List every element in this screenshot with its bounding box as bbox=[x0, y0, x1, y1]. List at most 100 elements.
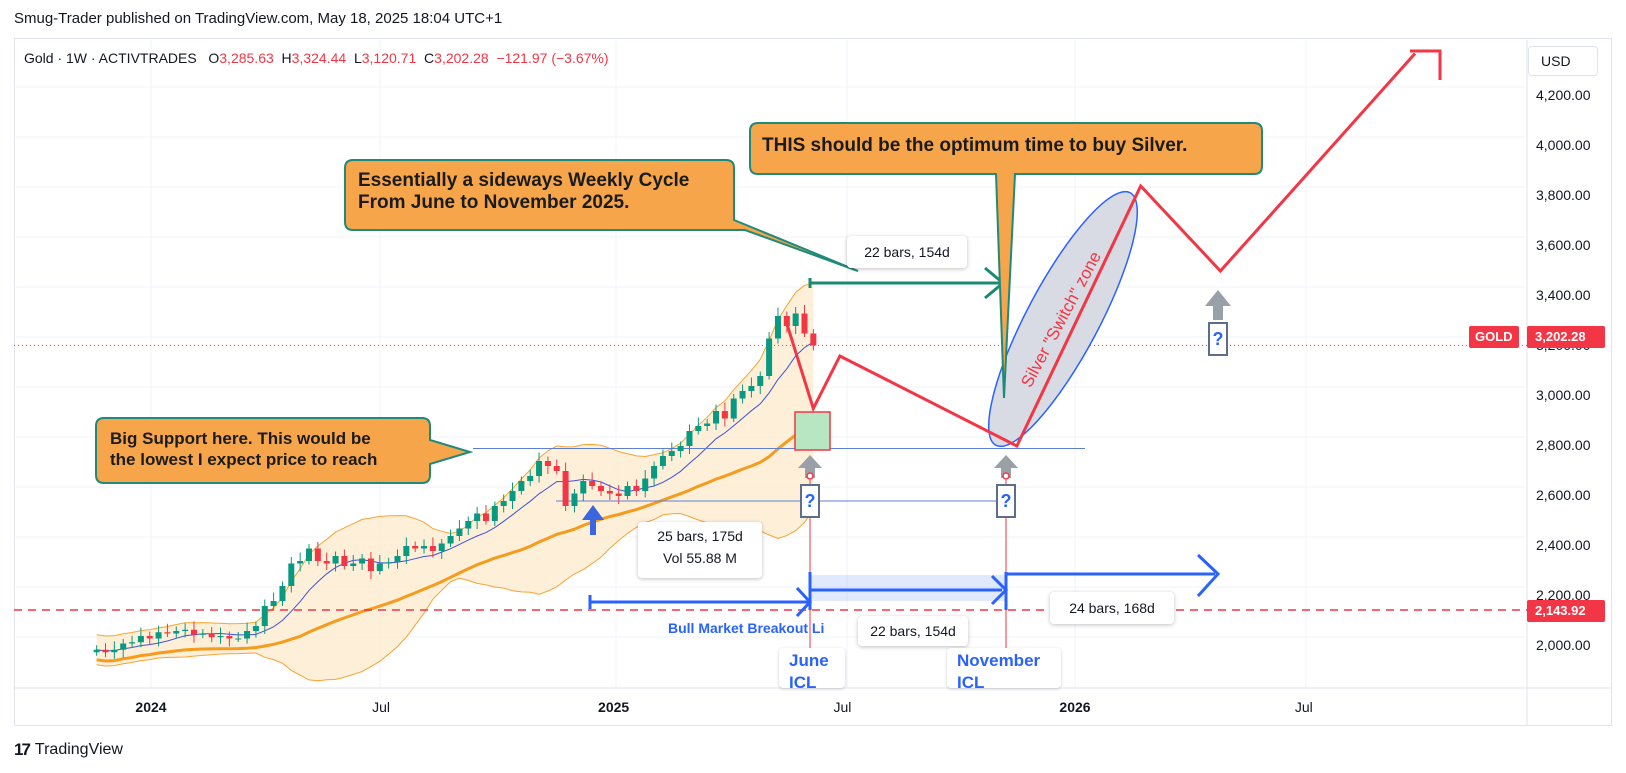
candle-body bbox=[385, 562, 392, 564]
sideways-callout-line2: From June to November 2025. bbox=[358, 192, 630, 213]
symbol-legend: Gold · 1W · ACTIVTRADES O3,285.63 H3,324… bbox=[24, 50, 609, 66]
candle-body bbox=[182, 629, 189, 631]
price-tick-label: 4,000.00 bbox=[1536, 137, 1591, 153]
moving-average-slow bbox=[96, 421, 815, 663]
candle-body bbox=[129, 642, 136, 644]
candle-body bbox=[748, 386, 755, 391]
candle-body bbox=[482, 513, 489, 521]
candle-body bbox=[536, 461, 543, 476]
candle-body bbox=[120, 643, 127, 650]
candle-body bbox=[686, 431, 693, 446]
time-tick-label: Jul bbox=[1294, 699, 1313, 715]
candle-body bbox=[323, 561, 330, 564]
candle-body bbox=[199, 633, 206, 635]
projection-arrowhead bbox=[1410, 49, 1442, 80]
candle-body bbox=[190, 629, 197, 635]
candle-body bbox=[704, 423, 711, 426]
time-tick-label: Jul bbox=[833, 699, 852, 715]
future-up-arrow-icon bbox=[1205, 290, 1231, 320]
silver-switch-zone bbox=[987, 190, 1139, 448]
november-up-arrow-icon bbox=[994, 455, 1018, 478]
candle-body bbox=[226, 636, 233, 639]
chart-frame bbox=[14, 38, 1612, 726]
candle-body bbox=[314, 548, 321, 561]
candle-body bbox=[155, 632, 162, 639]
price-tick-label: 2,000.00 bbox=[1536, 637, 1591, 653]
candle-body bbox=[615, 493, 622, 496]
candle-body bbox=[261, 606, 268, 626]
tradingview-logo-icon: 17 bbox=[14, 740, 31, 759]
price-tick-label: 2,200.00 bbox=[1536, 587, 1591, 603]
november-icl-label: November ICL bbox=[947, 648, 1061, 688]
low-value: 3,120.71 bbox=[361, 50, 417, 66]
candle-body bbox=[695, 426, 702, 431]
time-tick-label: 2024 bbox=[135, 699, 167, 715]
projection-path bbox=[785, 52, 1417, 449]
candle-body bbox=[757, 376, 764, 386]
candle-body bbox=[93, 649, 100, 653]
candle-body bbox=[367, 558, 374, 571]
candle-body bbox=[624, 486, 631, 496]
candle-body bbox=[642, 478, 649, 491]
candle-body bbox=[403, 546, 410, 556]
candle-body bbox=[288, 563, 295, 586]
candle-body bbox=[739, 391, 746, 399]
time-tick-label: Jul bbox=[372, 699, 390, 715]
support-up-arrow-icon bbox=[582, 505, 604, 535]
price-tick-label: 2,400.00 bbox=[1536, 537, 1591, 553]
candle-body bbox=[606, 491, 613, 494]
close-value: 3,202.28 bbox=[434, 50, 489, 66]
candle-body bbox=[111, 649, 118, 653]
candle-body bbox=[376, 563, 383, 571]
candle-body bbox=[783, 316, 790, 326]
teal-range-arrow bbox=[808, 266, 1006, 300]
sideways-callout-shape bbox=[344, 159, 859, 272]
candle-body bbox=[562, 471, 569, 506]
last-price-tag: 3,202.28 bbox=[1527, 326, 1605, 348]
range-top-label: 22 bars, 154d bbox=[847, 236, 967, 268]
breakout-line-label: Bull Market Breakout Li bbox=[668, 620, 825, 636]
candle-body bbox=[810, 333, 817, 346]
range-arrows bbox=[588, 553, 1221, 618]
candle-body bbox=[447, 536, 454, 544]
candle-body bbox=[801, 313, 808, 334]
candle-body bbox=[474, 513, 481, 521]
candle-body bbox=[633, 486, 640, 491]
open-value: 3,285.63 bbox=[219, 50, 274, 66]
candle-body bbox=[306, 548, 313, 561]
candle-body bbox=[774, 316, 781, 339]
moving-average-fast bbox=[96, 341, 814, 652]
candle-body bbox=[394, 556, 401, 563]
target-zone-box bbox=[794, 411, 831, 451]
range-low-label: 22 bars, 154d bbox=[858, 616, 968, 646]
candle-body bbox=[509, 491, 516, 501]
candle-body bbox=[270, 601, 277, 606]
currency-selector[interactable]: USD bbox=[1528, 46, 1598, 76]
candle-body bbox=[730, 398, 737, 419]
candle-body bbox=[792, 313, 799, 326]
june-up-arrow-icon bbox=[798, 455, 822, 478]
candle-body bbox=[244, 631, 251, 639]
candle-body bbox=[713, 411, 720, 424]
candle-body bbox=[164, 632, 171, 634]
range-mid-label: 25 bars, 175d Vol 55.88 M bbox=[638, 522, 762, 578]
candle-body bbox=[659, 456, 666, 466]
candle-body bbox=[146, 636, 153, 639]
price-tick-label: 2,600.00 bbox=[1536, 487, 1591, 503]
future-question-box: ? bbox=[1208, 322, 1228, 356]
candle-body bbox=[597, 486, 604, 491]
time-tick-label: 2025 bbox=[598, 699, 630, 715]
candle-body bbox=[350, 563, 357, 566]
candle-body bbox=[137, 636, 144, 643]
bollinger-band-lower bbox=[96, 509, 814, 682]
tradingview-brand[interactable]: 17 TradingView bbox=[14, 740, 123, 760]
candle-body bbox=[589, 481, 596, 486]
candle-body bbox=[429, 546, 436, 551]
candle-body bbox=[544, 461, 551, 466]
price-tick-label: 3,400.00 bbox=[1536, 287, 1591, 303]
candle-body bbox=[217, 636, 224, 638]
candle-body bbox=[527, 476, 534, 481]
candle-body bbox=[668, 451, 675, 456]
candle-body bbox=[341, 556, 348, 566]
candle-body bbox=[721, 411, 728, 419]
